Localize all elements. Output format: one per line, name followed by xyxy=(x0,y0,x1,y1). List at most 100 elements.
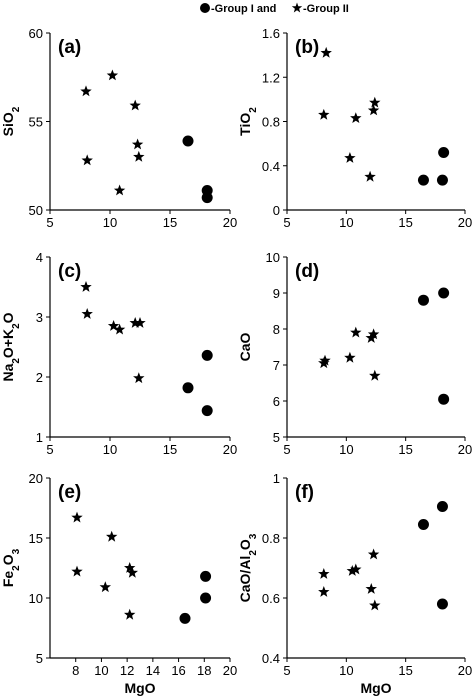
x-tick-label: 15 xyxy=(398,663,412,678)
group-1-point xyxy=(179,612,191,624)
y-tick-label: 9 xyxy=(273,286,280,301)
group-2-point xyxy=(318,108,330,120)
group-1-point xyxy=(201,192,213,204)
x-axis-label: MgO xyxy=(124,680,155,696)
group-1-point xyxy=(417,519,429,530)
y-axis-label: Na2O+K2O xyxy=(0,312,22,381)
group-2-point xyxy=(319,354,331,366)
group-2-point xyxy=(131,138,144,150)
group-2-point xyxy=(134,317,146,328)
x-tick-label: 15 xyxy=(398,442,412,457)
panel-label: (a) xyxy=(58,37,81,58)
group-2-point xyxy=(107,320,120,331)
x-tick-label: 14 xyxy=(146,663,160,678)
group-1-point xyxy=(201,349,213,361)
group-2-point xyxy=(350,326,362,338)
y-tick-label: 5 xyxy=(36,651,43,666)
group-1-point xyxy=(201,405,213,417)
group-1-point xyxy=(436,598,448,610)
group-2-point xyxy=(367,104,380,116)
legend-text-group-1: -Group I and xyxy=(211,3,276,15)
group-1-point xyxy=(417,174,429,186)
group-2-point xyxy=(71,565,83,577)
x-tick-label: 12 xyxy=(120,663,134,678)
panel-label: (d) xyxy=(295,261,319,282)
y-tick-label: 0 xyxy=(273,203,280,218)
group-1-point xyxy=(417,294,429,306)
group-2-point xyxy=(367,548,380,560)
x-tick-label: 10 xyxy=(339,215,353,230)
group-2-point xyxy=(367,328,380,340)
group-2-point xyxy=(365,583,377,594)
x-tick-label: 20 xyxy=(223,215,237,230)
panel-f: 5 10 15 20 0.4 0.6 0.8 1 (f) CaO/Al2O3 MgO xyxy=(237,471,472,696)
panel-label: (e) xyxy=(58,482,81,503)
group-2-point xyxy=(346,565,358,576)
group-2-point xyxy=(320,46,332,58)
group-2-point xyxy=(99,581,111,593)
group-2-point xyxy=(318,586,330,597)
group-2-point xyxy=(129,99,141,111)
group-2-point xyxy=(81,154,93,166)
group-2-point xyxy=(113,323,126,335)
panel-label: (b) xyxy=(295,37,319,58)
group-2-point xyxy=(80,85,92,97)
y-axis-label: SiO2 xyxy=(0,106,22,136)
y-tick-label: 20 xyxy=(29,471,43,486)
panel-c: 5 10 15 20 1 2 3 4 (c) Na2O+K2O xyxy=(0,250,237,457)
x-tick-label: 10 xyxy=(339,442,353,457)
y-tick-label: 15 xyxy=(29,531,43,546)
group-2-point xyxy=(81,308,93,319)
group-1-point xyxy=(182,135,194,147)
y-tick-label: 50 xyxy=(29,203,43,218)
legend-star-marker xyxy=(291,2,303,13)
group-1-point xyxy=(182,382,194,394)
y-tick-label: 0.8 xyxy=(262,531,280,546)
x-tick-label: 5 xyxy=(283,215,290,230)
x-tick-label: 15 xyxy=(163,215,177,230)
group-2-point xyxy=(124,562,136,573)
group-1-point xyxy=(438,393,450,405)
y-tick-label: 2 xyxy=(36,370,43,385)
panel-label: (c) xyxy=(58,261,81,282)
y-tick-label: 10 xyxy=(29,591,43,606)
x-tick-label: 10 xyxy=(339,663,353,678)
panel-d: 5 10 15 20 5 6 7 8 9 10 (d) CaO xyxy=(237,250,472,457)
group-2-point xyxy=(350,112,362,123)
group-2-point xyxy=(80,281,92,292)
group-2-point xyxy=(106,69,119,81)
group-1-point xyxy=(436,501,448,512)
y-tick-label: 7 xyxy=(273,358,280,373)
y-tick-label: 8 xyxy=(273,322,280,337)
y-axis-label: CaO xyxy=(237,333,253,362)
group-2-point xyxy=(126,566,138,578)
group-2-point xyxy=(344,152,356,163)
panel-a: 5 10 15 20 50 55 60 (a) SiO2 xyxy=(0,26,237,230)
y-tick-label: 3 xyxy=(36,310,43,325)
x-tick-label: 5 xyxy=(283,442,290,457)
panel-label: (f) xyxy=(295,482,314,503)
group-2-point xyxy=(369,369,381,381)
group-2-point xyxy=(113,184,126,196)
y-tick-label: 1 xyxy=(273,471,280,486)
y-tick-label: 6 xyxy=(273,394,280,409)
x-tick-label: 10 xyxy=(94,663,108,678)
group-1-point xyxy=(438,287,450,299)
x-tick-label: 15 xyxy=(163,442,177,457)
panel-e: 8 10 12 14 16 18 20 5 10 15 20 (e) Fe2O3 MgO xyxy=(0,471,237,696)
legend-circle-marker xyxy=(200,3,210,13)
x-tick-label: 5 xyxy=(46,215,53,230)
legend-text-group-2: -Group II xyxy=(303,3,349,15)
group-2-point xyxy=(369,599,381,611)
x-axis-label: MgO xyxy=(360,680,391,696)
group-2-point xyxy=(350,563,362,575)
x-tick-label: 10 xyxy=(103,442,117,457)
y-axis-label: Fe2O3 xyxy=(0,548,22,587)
group-1-point xyxy=(438,146,450,158)
group-2-point xyxy=(318,568,330,579)
y-axis-label: TiO2 xyxy=(237,107,259,136)
x-tick-label: 5 xyxy=(46,442,53,457)
y-tick-label: 55 xyxy=(29,115,43,130)
